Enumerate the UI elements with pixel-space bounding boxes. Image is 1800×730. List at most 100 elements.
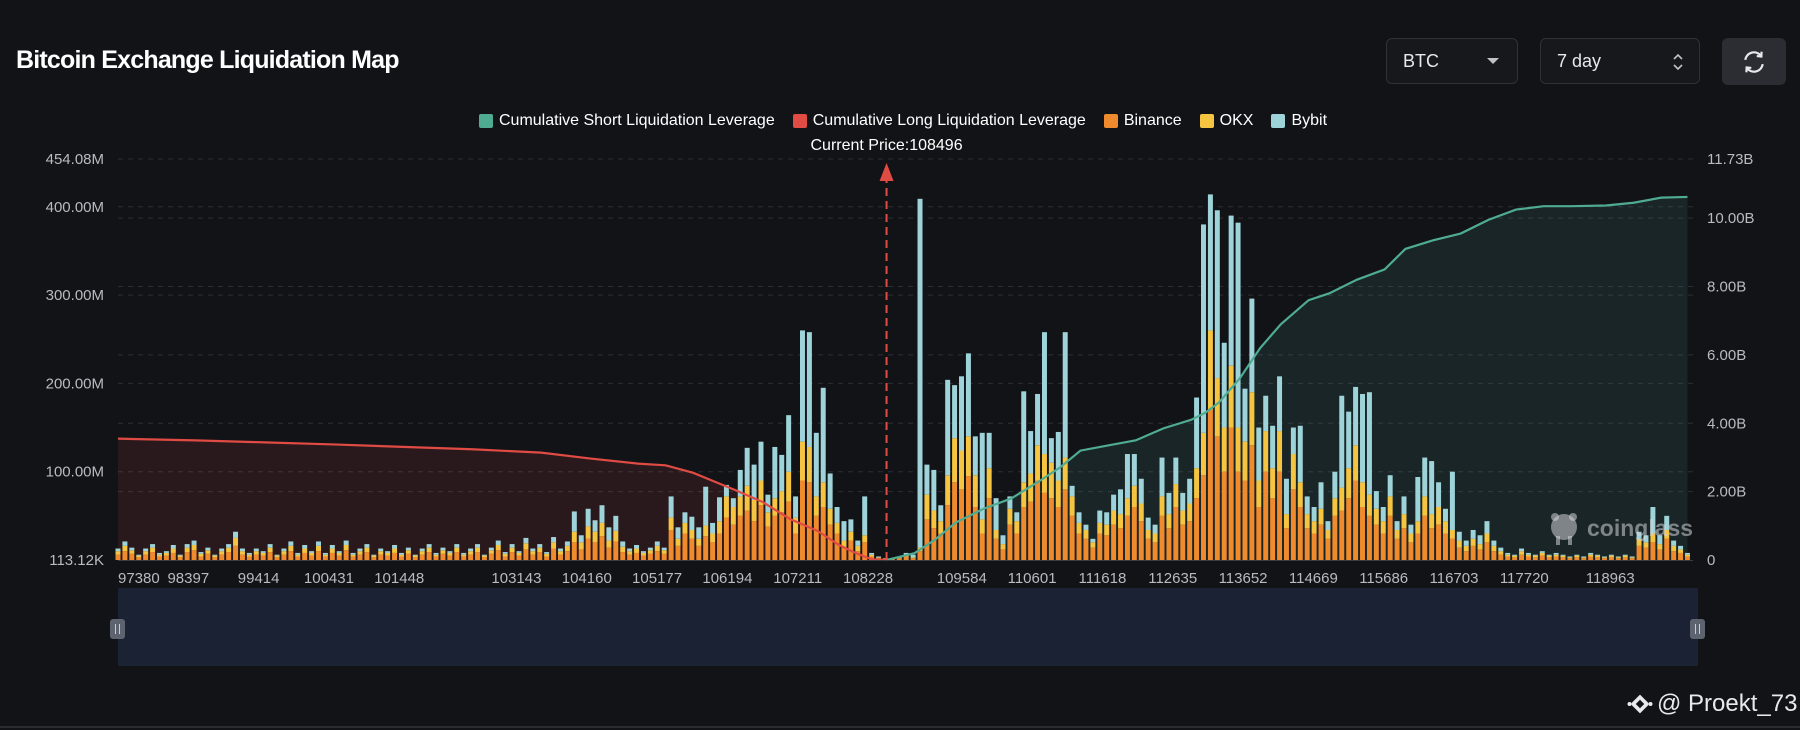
legend-item-bybit[interactable]: Bybit xyxy=(1271,112,1327,130)
bar-bybit xyxy=(1207,194,1213,331)
bar-binance xyxy=(793,533,799,560)
legend-item-binance[interactable]: Binance xyxy=(1103,112,1182,130)
x-tick-label: 98397 xyxy=(167,570,209,587)
refresh-button[interactable] xyxy=(1722,38,1786,85)
x-tick-label: 104160 xyxy=(562,570,612,587)
bar-okx xyxy=(848,531,854,541)
bar-okx xyxy=(1152,533,1158,543)
bar-binance xyxy=(205,553,211,560)
bar-okx xyxy=(1097,522,1103,534)
bar-binance xyxy=(1138,521,1144,560)
bar-okx xyxy=(972,475,978,508)
bar-binance xyxy=(1242,480,1248,560)
bar-binance xyxy=(654,551,660,560)
bar-bybit xyxy=(1636,531,1642,539)
bar-okx xyxy=(1684,554,1690,557)
bar-binance xyxy=(917,551,923,560)
bar-okx xyxy=(1360,482,1366,508)
bar-okx xyxy=(191,544,197,551)
bar-okx xyxy=(544,553,550,557)
legend-label-bybit: Bybit xyxy=(1291,112,1328,129)
bar-binance xyxy=(1380,533,1386,560)
time-range-select[interactable]: 7 day xyxy=(1540,38,1700,84)
bar-okx xyxy=(1553,554,1559,557)
bar-okx xyxy=(1166,514,1172,529)
bar-okx xyxy=(1194,468,1200,499)
bar-bybit xyxy=(1387,475,1393,497)
bar-okx xyxy=(585,526,591,539)
bar-okx xyxy=(855,545,861,552)
bar-okx xyxy=(1055,480,1061,508)
bar-bybit xyxy=(1201,224,1206,433)
legend-item-okx[interactable]: OKX xyxy=(1199,112,1253,130)
refresh-icon xyxy=(1744,50,1764,73)
zoom-handle-right[interactable] xyxy=(1690,619,1705,639)
bar-okx xyxy=(1436,507,1442,525)
bar-binance xyxy=(371,557,377,560)
bar-bybit xyxy=(329,544,335,549)
legend-item-long[interactable]: Cumulative Long Liquidation Leverage xyxy=(792,112,1086,130)
bar-bybit xyxy=(1104,512,1110,525)
bar-binance xyxy=(751,521,757,560)
bar-okx xyxy=(1574,555,1580,558)
bar-bybit xyxy=(820,387,826,483)
bar-bybit xyxy=(281,548,287,552)
bar-binance xyxy=(682,533,688,560)
bar-binance xyxy=(509,552,515,560)
bar-bybit xyxy=(993,498,999,530)
bar-okx xyxy=(634,548,640,553)
bar-binance xyxy=(1318,524,1324,560)
bar-okx xyxy=(592,531,598,543)
bar-binance xyxy=(1567,558,1573,560)
bar-okx xyxy=(1076,522,1082,534)
bar-okx xyxy=(661,550,667,554)
bar-binance xyxy=(1173,507,1179,560)
bar-binance xyxy=(1131,507,1137,560)
zoom-handle-left[interactable] xyxy=(110,619,125,639)
bar-bybit xyxy=(1062,332,1068,458)
bar-okx xyxy=(841,540,847,548)
bar-okx xyxy=(606,540,612,548)
bar-binance xyxy=(689,538,695,560)
bar-binance xyxy=(723,517,729,560)
bar-binance xyxy=(896,558,902,560)
bar-bybit xyxy=(156,552,162,555)
bar-bybit xyxy=(717,497,723,522)
bar-binance xyxy=(1035,480,1041,560)
bar-okx xyxy=(799,441,805,481)
zoom-slider-track[interactable] xyxy=(118,588,1698,666)
bar-bybit xyxy=(336,551,342,553)
current-price-arrow xyxy=(879,163,894,181)
bar-binance xyxy=(1076,533,1082,560)
bar-okx xyxy=(1581,557,1587,559)
bar-okx xyxy=(426,547,432,553)
bar-bybit xyxy=(876,556,882,558)
bar-okx xyxy=(198,553,204,557)
bar-okx xyxy=(1249,392,1255,446)
legend-item-short[interactable]: Cumulative Short Liquidation Leverage xyxy=(479,112,775,130)
bar-bybit xyxy=(1678,545,1684,550)
bar-bybit xyxy=(440,547,446,551)
bar-okx xyxy=(910,557,916,559)
page-title: Bitcoin Exchange Liquidation Map xyxy=(16,46,400,74)
bar-okx xyxy=(1650,533,1656,543)
bar-okx xyxy=(1449,529,1455,539)
coin-select[interactable]: BTC xyxy=(1386,38,1518,84)
bar-okx xyxy=(309,552,315,556)
bar-binance xyxy=(1207,409,1213,560)
coinglass-watermark: coinglass xyxy=(1547,510,1693,546)
bar-okx xyxy=(239,551,245,555)
bar-binance xyxy=(1401,528,1407,560)
bar-okx xyxy=(1678,549,1684,553)
bar-okx xyxy=(959,450,964,490)
bar-bybit xyxy=(1401,496,1407,515)
bar-binance xyxy=(758,505,764,560)
bar-okx xyxy=(793,517,799,534)
bar-binance xyxy=(260,555,266,560)
bar-okx xyxy=(1456,540,1462,548)
bar-bybit xyxy=(461,552,467,555)
bar-okx xyxy=(834,522,840,534)
short-cumulative-area xyxy=(886,196,1688,560)
bar-okx xyxy=(1442,521,1448,534)
